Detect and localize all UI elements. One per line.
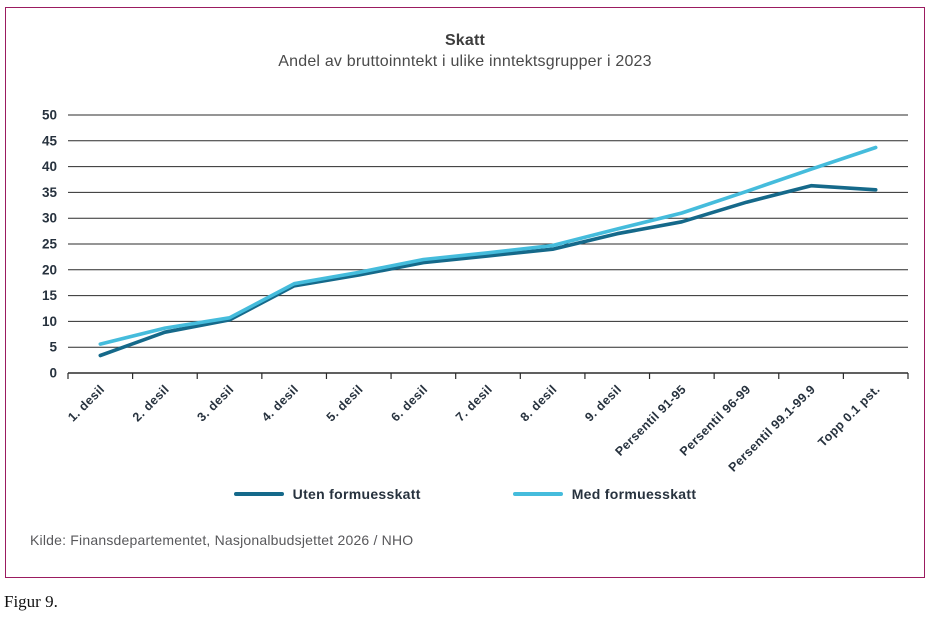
y-axis-tick-label: 5 bbox=[49, 340, 57, 355]
y-axis-tick-label: 0 bbox=[49, 366, 57, 381]
y-axis-tick-label: 45 bbox=[42, 133, 58, 148]
chart-area: 0 5 10 15 20 25 30 35 40 45 50 1. desil 2. desil 3. d… bbox=[10, 103, 920, 480]
chart-figure-box: Skatt Andel av bruttoinntekt i ulike inn… bbox=[5, 7, 925, 578]
x-axis-category-label: 9. desil bbox=[582, 382, 624, 424]
x-axis-category-label: 4. desil bbox=[259, 382, 301, 424]
series-line-med-formuesskatt bbox=[98, 145, 878, 346]
y-axis-tick-label: 50 bbox=[42, 108, 57, 123]
figure-caption: Figur 9. bbox=[4, 592, 58, 611]
legend-label-med-formuesskatt: Med formuesskatt bbox=[571, 486, 697, 502]
x-axis-category-label: 1. desil bbox=[65, 382, 107, 424]
title-block: Skatt Andel av bruttoinntekt i ulike inn… bbox=[6, 32, 924, 71]
legend-swatch-med-formuesskatt-icon bbox=[512, 491, 563, 497]
chart-title: Skatt bbox=[444, 32, 486, 49]
x-axis-category-label: 2. desil bbox=[130, 382, 172, 424]
y-axis-tick-label: 40 bbox=[42, 159, 57, 174]
line-chart-svg: 0 5 10 15 20 25 30 35 40 45 50 1. desil 2. desil 3. d… bbox=[42, 108, 909, 475]
chart-subtitle: Andel av bruttoinntekt i ulike inntektsg… bbox=[278, 53, 652, 70]
y-axis-tick-label: 20 bbox=[42, 262, 57, 277]
x-axis-category-label: 7. desil bbox=[453, 382, 495, 424]
source-credit: Kilde: Finansdepartementet, Nasjonalbuds… bbox=[30, 532, 414, 548]
x-axis-category-label: 5. desil bbox=[324, 382, 366, 424]
x-axis-category-label: 6. desil bbox=[388, 382, 430, 424]
series-line-uten-formuesskatt bbox=[98, 183, 878, 358]
legend-item-med-formuesskatt: Med formuesskatt bbox=[512, 486, 697, 502]
y-axis-tick-label: 35 bbox=[42, 185, 58, 200]
x-axis-category-label: 8. desil bbox=[518, 382, 560, 424]
y-axis-tick-label: 25 bbox=[42, 237, 58, 252]
y-axis-tick-label: 15 bbox=[42, 288, 58, 303]
legend-swatch-uten-formuesskatt-icon bbox=[233, 491, 284, 497]
y-axis-tick-label: 30 bbox=[42, 211, 57, 226]
chart-legend: Uten formuesskatt Med formuesskatt bbox=[6, 486, 924, 502]
legend-label-uten-formuesskatt: Uten formuesskatt bbox=[292, 486, 421, 502]
x-axis-category-label: Topp 0.1 pst. bbox=[815, 382, 882, 449]
x-axis-category-label: 3. desil bbox=[195, 382, 237, 424]
legend-item-uten-formuesskatt: Uten formuesskatt bbox=[233, 486, 421, 502]
y-axis-tick-label: 10 bbox=[42, 314, 57, 329]
